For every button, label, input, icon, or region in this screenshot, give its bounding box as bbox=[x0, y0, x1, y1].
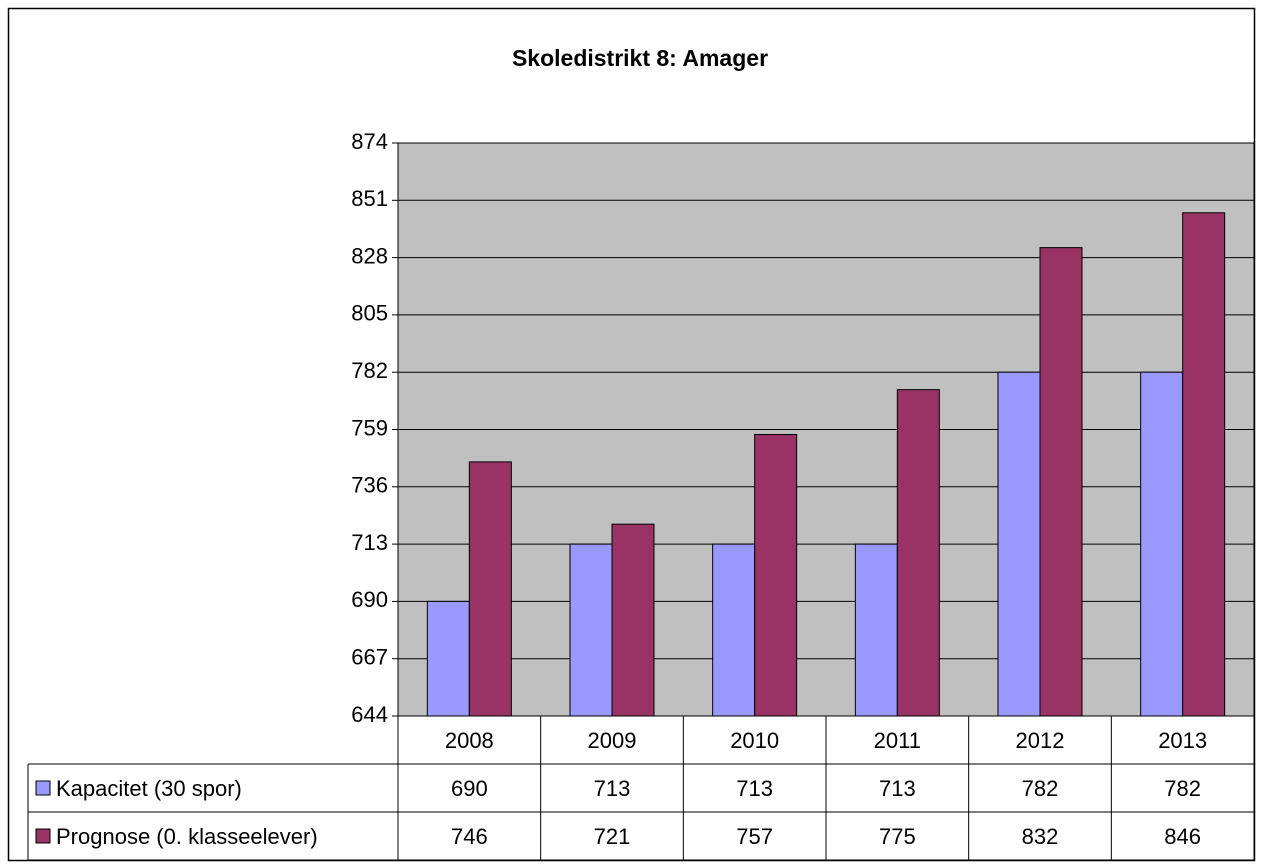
bar bbox=[611, 523, 655, 717]
y-tick-label: 644 bbox=[351, 702, 388, 727]
bar bbox=[997, 371, 1041, 717]
bar bbox=[754, 433, 798, 717]
x-tick-label: 2009 bbox=[588, 728, 637, 753]
bar bbox=[1140, 371, 1184, 717]
bar bbox=[854, 543, 898, 717]
legend-label: Prognose (0. klasseelever) bbox=[56, 824, 318, 849]
y-tick-label: 874 bbox=[351, 129, 388, 154]
table-value: 782 bbox=[1022, 776, 1059, 801]
table-value: 746 bbox=[451, 824, 488, 849]
x-tick-label: 2011 bbox=[874, 728, 921, 753]
legend-label: Kapacitet (30 spor) bbox=[56, 776, 242, 801]
y-tick-label: 713 bbox=[351, 530, 388, 555]
table-value: 690 bbox=[451, 776, 488, 801]
bar bbox=[896, 389, 940, 717]
table-value: 782 bbox=[1164, 776, 1201, 801]
y-tick-label: 759 bbox=[351, 415, 388, 440]
bar bbox=[468, 461, 512, 717]
bar bbox=[426, 600, 470, 717]
y-tick-label: 690 bbox=[351, 587, 388, 612]
bar bbox=[1182, 212, 1226, 717]
table-value: 775 bbox=[879, 824, 916, 849]
bar bbox=[712, 543, 756, 717]
x-tick-label: 2008 bbox=[445, 728, 494, 753]
table-value: 721 bbox=[594, 824, 631, 849]
y-tick-label: 736 bbox=[351, 473, 388, 498]
y-tick-label: 667 bbox=[351, 645, 388, 670]
y-tick-label: 828 bbox=[351, 243, 388, 268]
x-tick-label: 2010 bbox=[730, 728, 779, 753]
table-value: 757 bbox=[736, 824, 773, 849]
table-value: 713 bbox=[594, 776, 631, 801]
legend-swatch bbox=[35, 780, 51, 796]
table-value: 832 bbox=[1022, 824, 1059, 849]
y-tick-label: 851 bbox=[351, 186, 388, 211]
table-value: 713 bbox=[736, 776, 773, 801]
bar bbox=[1039, 247, 1083, 717]
table-value: 846 bbox=[1164, 824, 1201, 849]
bar bbox=[569, 543, 613, 717]
y-tick-label: 782 bbox=[351, 358, 388, 383]
legend-swatch bbox=[35, 828, 51, 844]
chart-title: Skoledistrikt 8: Amager bbox=[512, 45, 768, 71]
x-tick-label: 2013 bbox=[1158, 728, 1207, 753]
y-tick-label: 805 bbox=[351, 301, 388, 326]
x-tick-label: 2012 bbox=[1016, 728, 1065, 753]
table-value: 713 bbox=[879, 776, 916, 801]
